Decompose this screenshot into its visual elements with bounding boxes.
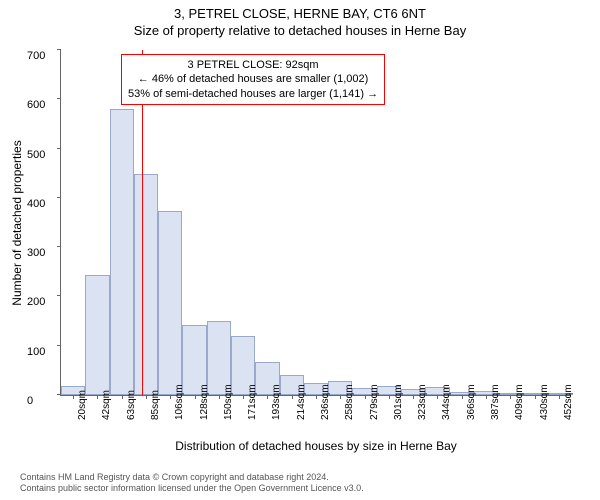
x-tick-mark	[219, 395, 220, 399]
histogram-bar	[85, 275, 109, 395]
x-tick-mark	[413, 395, 414, 399]
x-tick-mark	[389, 395, 390, 399]
y-tick-label: 100	[27, 346, 45, 358]
x-tick-label: 323sqm	[417, 384, 428, 420]
x-tick-mark	[340, 395, 341, 399]
x-tick-mark	[510, 395, 511, 399]
x-tick-mark	[122, 395, 123, 399]
page-title: 3, PETREL CLOSE, HERNE BAY, CT6 6NT	[0, 0, 600, 21]
x-tick-label: 452sqm	[563, 384, 574, 420]
x-tick-mark	[267, 395, 268, 399]
x-tick-label: 279sqm	[369, 384, 380, 420]
y-tick-mark	[57, 49, 61, 50]
x-tick-label: 128sqm	[199, 384, 210, 420]
x-tick-mark	[195, 395, 196, 399]
x-tick-label: 106sqm	[174, 384, 185, 420]
y-tick-label: 400	[27, 198, 45, 210]
y-tick-label: 600	[27, 99, 45, 111]
histogram-bar	[158, 211, 182, 395]
y-tick-mark	[57, 246, 61, 247]
x-tick-label: 20sqm	[77, 390, 88, 420]
y-tick-label: 700	[27, 50, 45, 62]
x-tick-label: 150sqm	[223, 384, 234, 420]
x-tick-mark	[97, 395, 98, 399]
histogram-bar	[134, 174, 158, 395]
x-tick-label: 366sqm	[466, 384, 477, 420]
histogram-bar	[110, 109, 134, 395]
y-tick-mark	[57, 98, 61, 99]
x-tick-mark	[535, 395, 536, 399]
x-tick-label: 236sqm	[320, 384, 331, 420]
x-tick-mark	[292, 395, 293, 399]
y-tick-mark	[57, 148, 61, 149]
x-tick-label: 85sqm	[150, 390, 161, 420]
x-tick-mark	[437, 395, 438, 399]
x-tick-label: 42sqm	[101, 390, 112, 420]
x-tick-mark	[365, 395, 366, 399]
x-tick-mark	[462, 395, 463, 399]
annotation-box: 3 PETREL CLOSE: 92sqm← 46% of detached h…	[121, 54, 385, 105]
x-axis-label: Distribution of detached houses by size …	[175, 439, 457, 453]
x-tick-label: 430sqm	[539, 384, 550, 420]
y-tick-label: 200	[27, 296, 45, 308]
x-tick-label: 193sqm	[271, 384, 282, 420]
footer-attribution: Contains HM Land Registry data © Crown c…	[20, 472, 364, 495]
x-tick-label: 409sqm	[514, 384, 525, 420]
y-tick-label: 300	[27, 247, 45, 259]
footer-line-1: Contains HM Land Registry data © Crown c…	[20, 472, 364, 483]
x-tick-mark	[486, 395, 487, 399]
x-tick-label: 63sqm	[126, 390, 137, 420]
x-tick-label: 387sqm	[490, 384, 501, 420]
histogram-chart: Number of detached properties Distributi…	[60, 50, 570, 395]
y-tick-label: 0	[27, 395, 33, 407]
y-tick-mark	[57, 345, 61, 346]
annotation-line: ← 46% of detached houses are smaller (1,…	[128, 72, 378, 86]
x-tick-mark	[73, 395, 74, 399]
y-axis-label: Number of detached properties	[10, 140, 24, 305]
x-tick-label: 258sqm	[344, 384, 355, 420]
x-tick-mark	[243, 395, 244, 399]
x-tick-mark	[316, 395, 317, 399]
x-tick-mark	[146, 395, 147, 399]
x-tick-label: 214sqm	[296, 384, 307, 420]
annotation-line: 3 PETREL CLOSE: 92sqm	[128, 58, 378, 72]
plot-region: Number of detached properties Distributi…	[60, 50, 571, 396]
footer-line-2: Contains public sector information licen…	[20, 483, 364, 494]
x-tick-mark	[170, 395, 171, 399]
x-tick-label: 171sqm	[247, 384, 258, 420]
y-tick-mark	[57, 197, 61, 198]
y-tick-mark	[57, 295, 61, 296]
y-tick-label: 500	[27, 149, 45, 161]
annotation-line: 53% of semi-detached houses are larger (…	[128, 87, 378, 101]
x-tick-mark	[559, 395, 560, 399]
x-tick-label: 344sqm	[441, 384, 452, 420]
page-subtitle: Size of property relative to detached ho…	[0, 21, 600, 38]
x-tick-label: 301sqm	[393, 384, 404, 420]
